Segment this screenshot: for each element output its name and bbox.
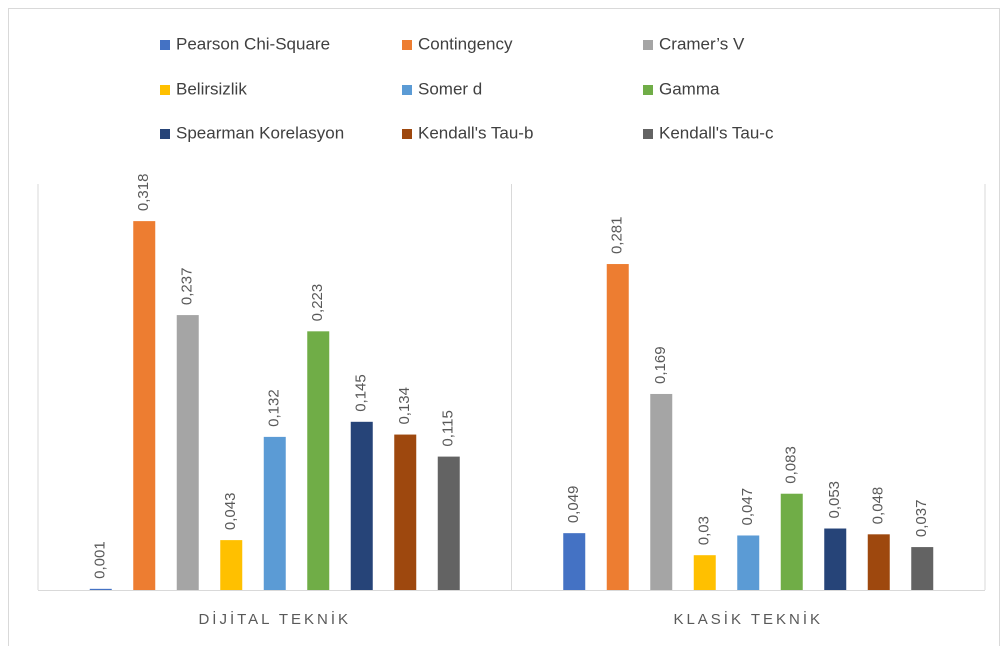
legend-label: Gamma bbox=[659, 79, 720, 98]
bar bbox=[780, 493, 803, 590]
bar bbox=[176, 315, 199, 590]
legend-swatch bbox=[160, 85, 170, 95]
legend-label: Somer d bbox=[418, 79, 482, 98]
data-label: 0,318 bbox=[135, 174, 152, 212]
legend-label: Pearson Chi-Square bbox=[176, 34, 330, 53]
bar bbox=[693, 555, 716, 590]
data-label: 0,083 bbox=[783, 446, 800, 484]
data-label: 0,037 bbox=[913, 500, 930, 538]
data-label: 0,237 bbox=[179, 268, 196, 306]
bar bbox=[220, 540, 243, 590]
data-label: 0,132 bbox=[266, 389, 283, 427]
legend-label: Cramer’s V bbox=[659, 34, 745, 53]
data-label: 0,049 bbox=[565, 486, 582, 524]
data-label: 0,047 bbox=[739, 488, 756, 526]
legend-label: Kendall's Tau-b bbox=[418, 123, 533, 142]
legend-swatch bbox=[402, 85, 412, 95]
data-label: 0,169 bbox=[652, 346, 669, 384]
legend-swatch bbox=[643, 85, 653, 95]
data-label: 0,223 bbox=[309, 284, 326, 322]
data-label: 0,115 bbox=[440, 410, 457, 446]
bar bbox=[350, 421, 373, 590]
data-label: 0,03 bbox=[696, 516, 713, 545]
legend-swatch bbox=[643, 129, 653, 139]
bar bbox=[89, 588, 112, 590]
data-label: 0,053 bbox=[826, 481, 843, 519]
bar bbox=[437, 456, 460, 590]
legend-swatch bbox=[160, 40, 170, 50]
legend-swatch bbox=[643, 40, 653, 50]
data-label: 0,134 bbox=[396, 387, 413, 425]
bar bbox=[737, 535, 760, 590]
bar bbox=[133, 221, 156, 590]
legend-swatch bbox=[402, 40, 412, 50]
legend-swatch bbox=[402, 129, 412, 139]
legend-label: Contingency bbox=[418, 34, 513, 53]
data-label: 0,048 bbox=[870, 487, 887, 525]
legend-label: Spearman Korelasyon bbox=[176, 123, 344, 142]
bar bbox=[867, 534, 890, 590]
data-label: 0,281 bbox=[609, 216, 626, 254]
bar bbox=[307, 331, 330, 590]
data-label: 0,145 bbox=[353, 374, 370, 412]
x-tick-label: DİJİTAL TEKNİK bbox=[198, 610, 351, 628]
legend-label: Belirsizlik bbox=[176, 79, 247, 98]
data-label: 0,001 bbox=[92, 541, 109, 579]
chart-frame bbox=[8, 8, 1000, 646]
bar bbox=[911, 547, 934, 590]
bar bbox=[394, 434, 417, 590]
legend-label: Kendall's Tau-c bbox=[659, 123, 774, 142]
bar bbox=[650, 393, 673, 590]
bar bbox=[606, 264, 629, 590]
data-label: 0,043 bbox=[222, 493, 239, 531]
bar bbox=[563, 533, 586, 590]
bar bbox=[263, 436, 286, 590]
bar bbox=[824, 528, 847, 590]
x-tick-label: KLASİK TEKNİK bbox=[673, 610, 823, 628]
legend-swatch bbox=[160, 129, 170, 139]
